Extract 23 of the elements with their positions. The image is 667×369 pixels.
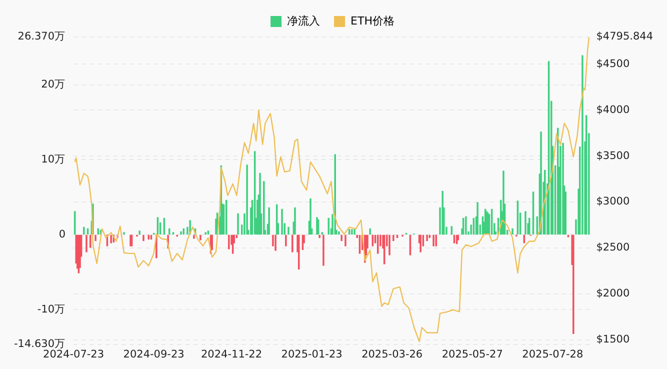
x-tick-label: 2025-01-23 <box>281 348 342 360</box>
x-tick-label: 2025-07-28 <box>522 348 584 360</box>
y-tick-label: 0 <box>58 228 66 240</box>
x-tick-label: 2024-07-23 <box>43 348 104 360</box>
y2-tick-label: $4000 <box>596 104 630 116</box>
y2-tick-label: $3500 <box>596 150 630 162</box>
y2-tick-label: $2500 <box>596 242 630 254</box>
y2-tick-label: $2000 <box>596 288 630 300</box>
y-tick-label: -14.630万 <box>14 338 66 350</box>
x-tick-label: 2025-05-27 <box>442 348 503 360</box>
x-tick-label: 2024-11-22 <box>201 348 262 360</box>
y2-tick-label: $3000 <box>596 196 630 208</box>
legend-label: 净流入 <box>287 14 320 28</box>
x-tick-label: 2024-09-23 <box>123 348 184 360</box>
y-tick-label: 10万 <box>41 153 66 166</box>
y-tick-label: 20万 <box>41 78 66 90</box>
y-tick-label: -10万 <box>37 303 66 316</box>
legend-label: ETH价格 <box>350 14 394 28</box>
y2-tick-label: $4795.844 <box>596 30 654 43</box>
y2-tick-label: $4500 <box>596 58 630 70</box>
y-tick-label: 26.370万 <box>18 30 66 43</box>
y2-tick-label: $1500 <box>596 334 630 346</box>
x-tick-label: 2025-03-26 <box>362 348 423 360</box>
